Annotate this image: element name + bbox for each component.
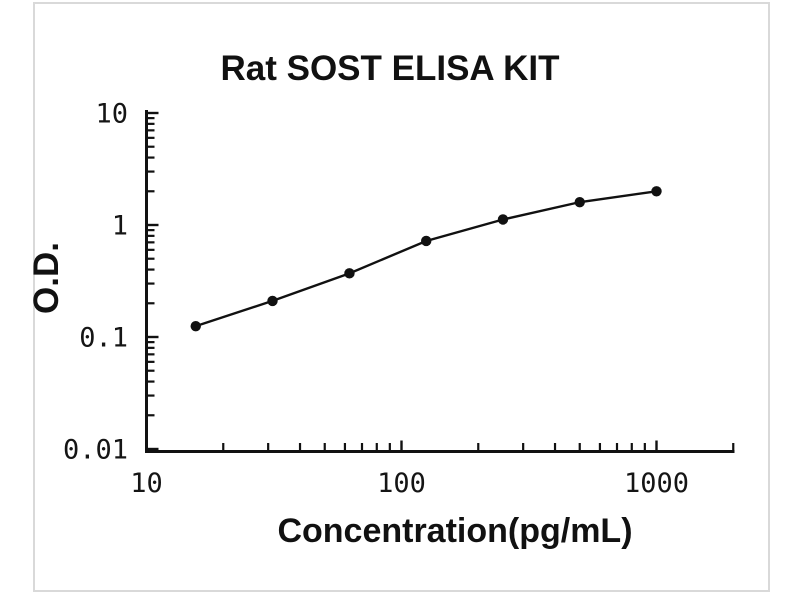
standard-curve-line [195, 190, 657, 328]
data-point [497, 214, 509, 225]
image-border-frame [33, 2, 770, 592]
data-point [190, 320, 201, 332]
data-point [267, 295, 278, 307]
x-axis-title: Concentration(pg/mL) [277, 512, 633, 550]
data-point [651, 186, 662, 197]
data-point [344, 268, 355, 279]
y-tick-label: 0.1 [79, 323, 128, 354]
chart-title: Rat SOST ELISA KIT [220, 49, 560, 88]
x-tick-label: 10 [130, 468, 163, 499]
x-tick-label: 1000 [624, 468, 689, 499]
y-tick-label: 10 [95, 99, 128, 130]
x-tick-label: 100 [377, 468, 426, 499]
data-point [574, 196, 585, 208]
y-tick-label: 1 [112, 211, 128, 242]
y-tick-label: 0.01 [63, 435, 128, 466]
data-point [421, 235, 432, 247]
y-axis-title: O.D. [27, 242, 66, 314]
